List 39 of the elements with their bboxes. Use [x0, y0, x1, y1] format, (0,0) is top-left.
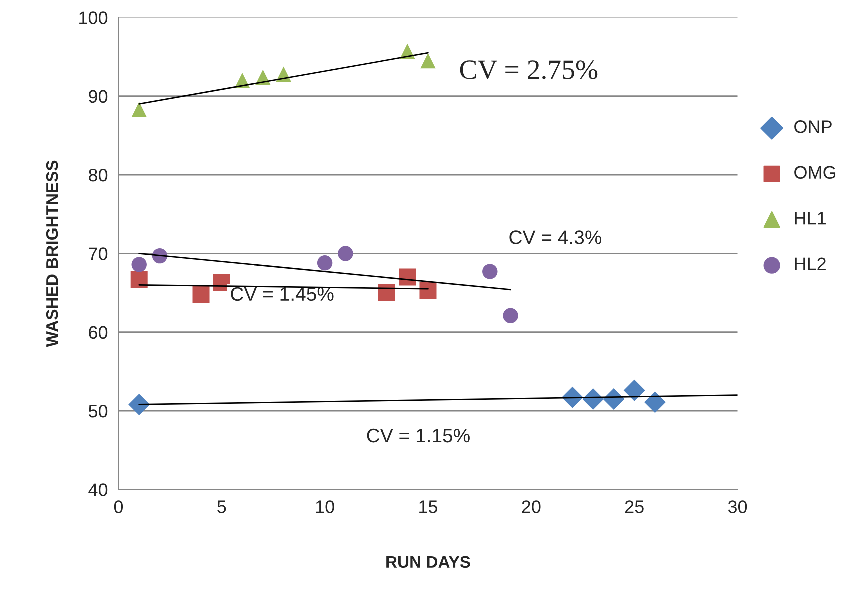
y-tick-label: 80: [89, 168, 108, 182]
point: [624, 380, 646, 402]
x-axis-title: RUN DAYS: [386, 556, 470, 568]
legend-label: HL1: [795, 212, 826, 225]
x-tick-label: 30: [728, 500, 748, 514]
y-tick-label: 50: [88, 404, 108, 418]
y-tick-label: 90: [89, 90, 108, 104]
annotation: CV = 2.75%: [460, 60, 598, 80]
point: [130, 271, 148, 288]
x-tick-label: 20: [522, 500, 541, 514]
x-tick-label: 10: [316, 500, 334, 514]
annotation: CV = 1.45%: [231, 287, 334, 302]
legend-label: OMG: [794, 166, 836, 180]
legend-label: HL2: [795, 258, 826, 270]
y-tick-label: 70: [89, 248, 108, 260]
x-tick-label: 0: [114, 500, 124, 514]
point: [317, 256, 333, 271]
y-tick-label: 40: [88, 484, 108, 496]
point: [128, 394, 150, 416]
x-tick-label: 15: [420, 500, 438, 514]
y-axis-title: WASHED BRIGHTNESS: [46, 160, 58, 348]
point: [503, 308, 518, 324]
y-tick-label: 100: [80, 12, 108, 24]
point: [482, 264, 498, 280]
x-tick-label: 25: [625, 500, 644, 514]
point: [378, 284, 396, 302]
y-tick-label: 60: [89, 326, 108, 340]
point: [399, 268, 416, 286]
annotation: CV = 4.3%: [510, 230, 602, 244]
annotation: CV = 1.15%: [367, 428, 470, 443]
point: [338, 246, 354, 262]
point: [192, 286, 210, 304]
point: [644, 392, 666, 414]
point: [420, 282, 437, 300]
point: [420, 53, 436, 69]
point: [132, 102, 147, 118]
x-tick-label: 5: [218, 500, 226, 514]
legend-label: ONP: [794, 120, 832, 134]
point: [132, 257, 147, 272]
